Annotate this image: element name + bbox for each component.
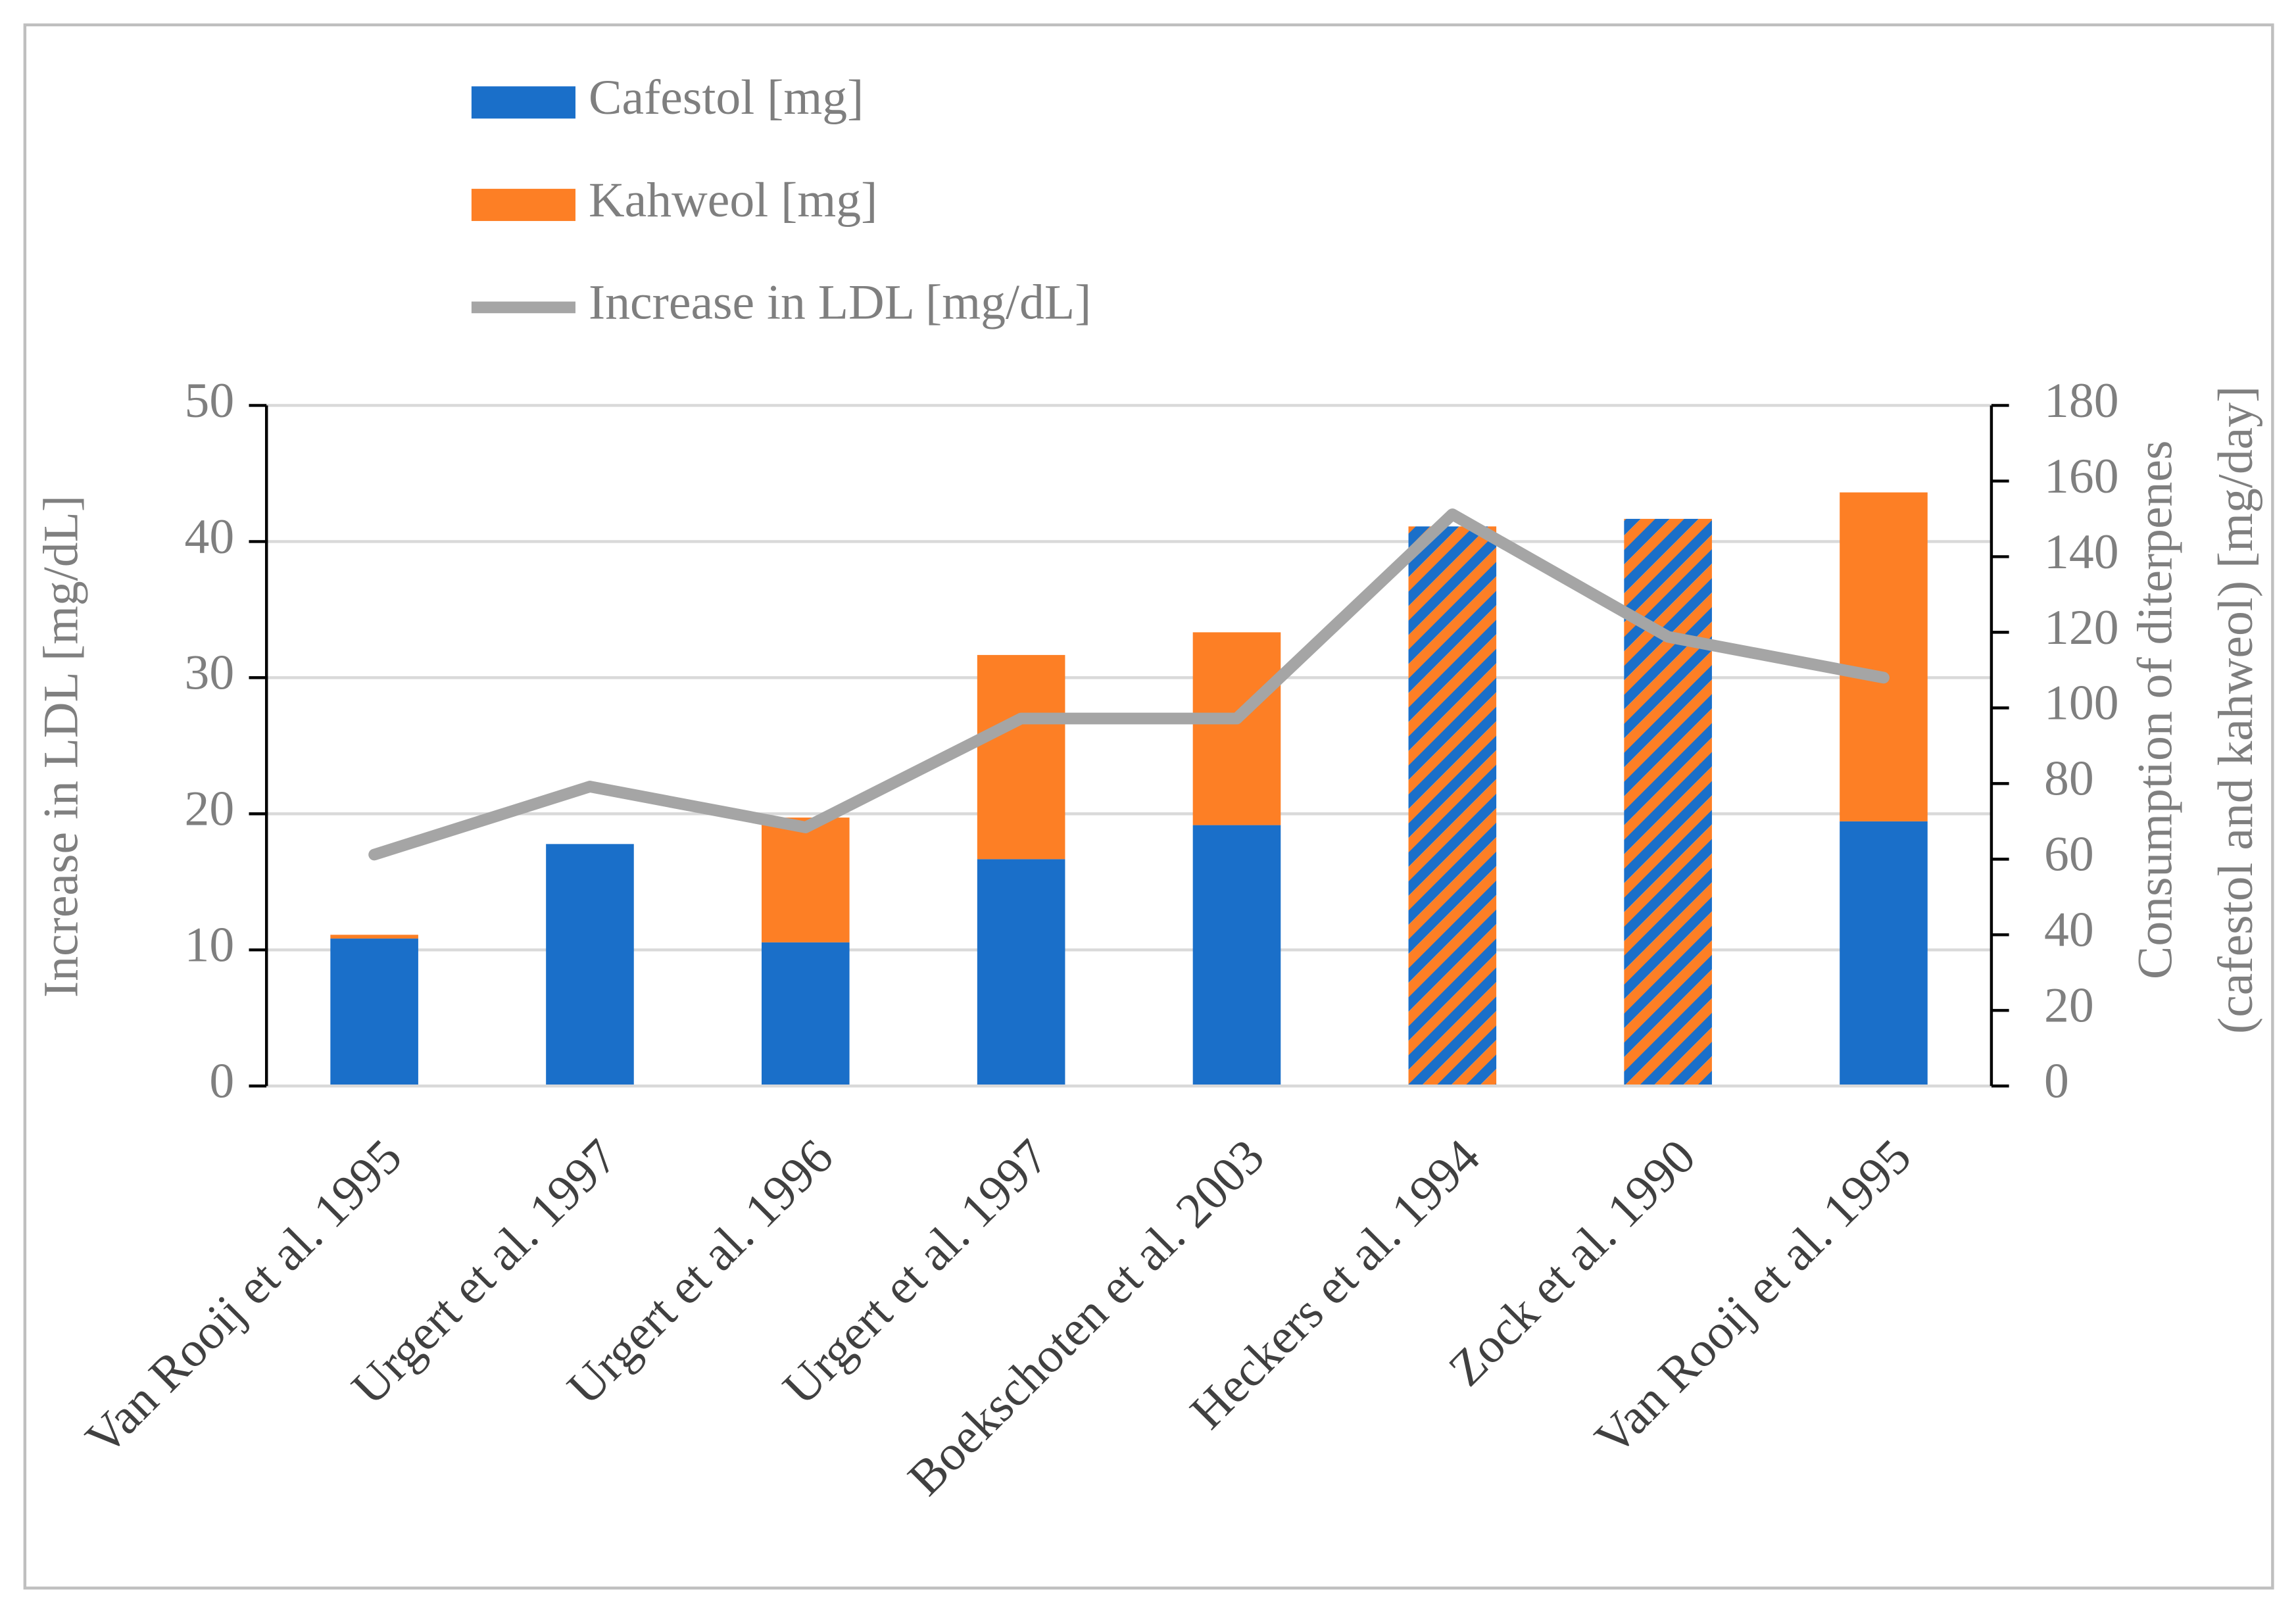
- bar: [330, 939, 418, 1086]
- y-tick-label: 40: [185, 510, 235, 564]
- bar: [1624, 518, 1712, 1086]
- y2-tick-label: 40: [2044, 903, 2094, 958]
- y-tick-label: 20: [185, 782, 235, 837]
- bar: [1192, 632, 1281, 825]
- y-axis-title: Increase in LDL [mg/dL]: [34, 495, 89, 998]
- bar: [762, 942, 850, 1086]
- chart-border: [23, 23, 2274, 1590]
- y2-tick-label: 120: [2044, 600, 2119, 655]
- bar: [977, 859, 1065, 1086]
- y-tick-label: 0: [209, 1054, 234, 1109]
- y2-tick-label: 60: [2044, 827, 2094, 882]
- bar: [546, 844, 634, 1086]
- y2-tick-label: 0: [2044, 1054, 2069, 1109]
- y-tick-label: 50: [185, 374, 235, 428]
- y2-axis-title: Consumption of diterpenes: [2128, 441, 2182, 980]
- bar: [977, 654, 1065, 860]
- legend-label: Cafestol [mg]: [589, 70, 864, 125]
- y2-tick-label: 140: [2044, 525, 2119, 579]
- bar: [1192, 825, 1281, 1086]
- y2-tick-label: 100: [2044, 676, 2119, 731]
- y-tick-label: 30: [185, 646, 235, 700]
- y-tick-label: 10: [185, 918, 235, 973]
- legend-label: Kahweol [mg]: [589, 173, 877, 228]
- legend-swatch: [471, 189, 575, 222]
- bar: [1840, 821, 1928, 1086]
- bar: [1840, 492, 1928, 821]
- legend-label: Increase in LDL [mg/dL]: [589, 276, 1091, 330]
- line: [368, 508, 1890, 861]
- y2-tick-label: 180: [2044, 374, 2119, 428]
- bar: [762, 817, 850, 942]
- y2-axis-title: (cafestol and kahweol) [mg/day]: [2209, 386, 2263, 1034]
- legend-swatch: [471, 86, 575, 119]
- bar: [1408, 526, 1497, 1086]
- y2-tick-label: 160: [2044, 449, 2119, 504]
- y2-tick-label: 20: [2044, 979, 2094, 1033]
- bar: [330, 935, 418, 939]
- y2-tick-label: 80: [2044, 752, 2094, 806]
